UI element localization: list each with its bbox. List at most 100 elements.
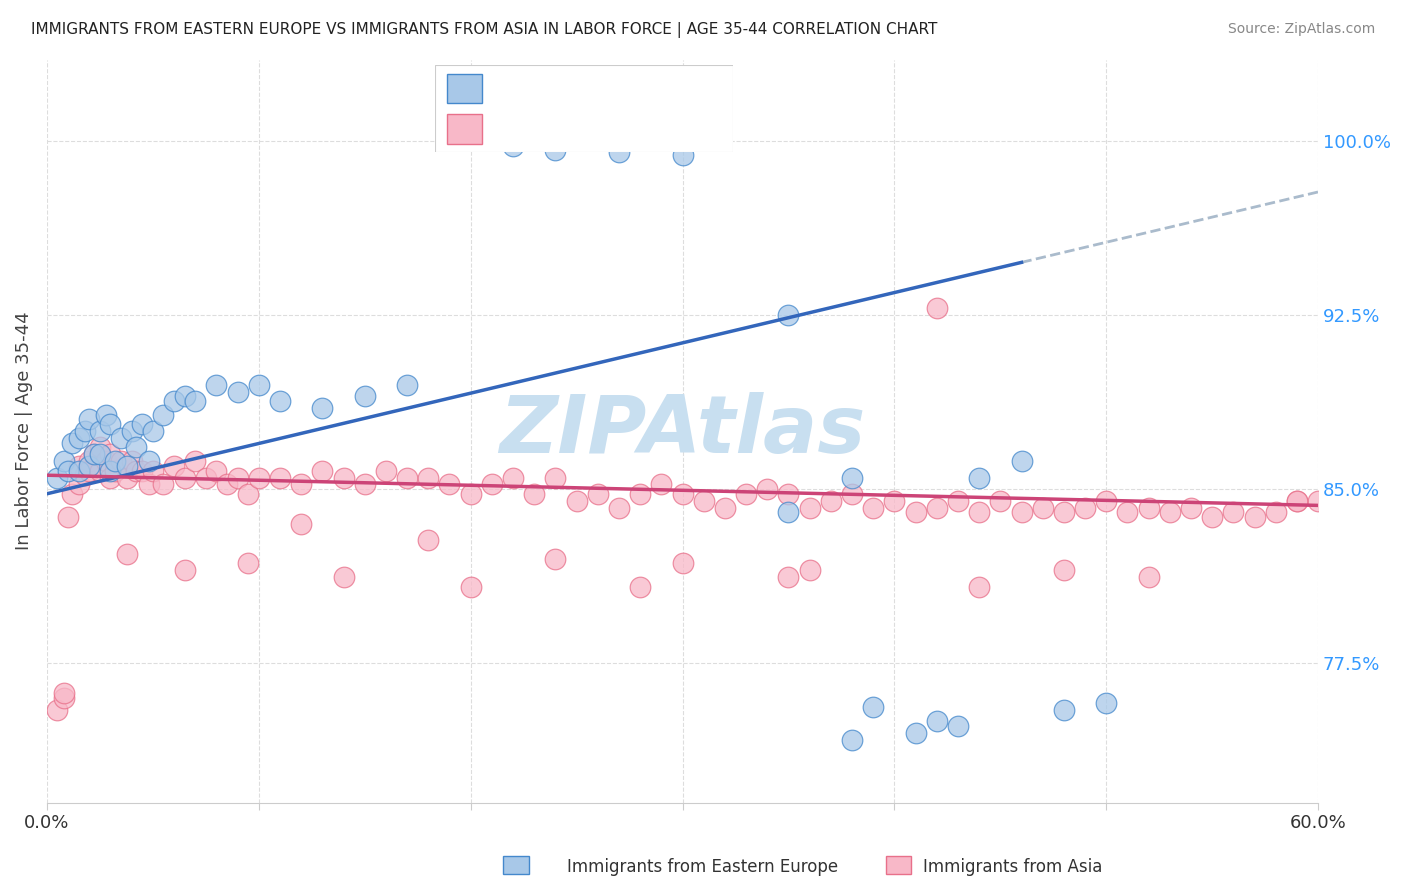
Point	[332, 470, 354, 484]
Point	[142, 424, 165, 438]
Point	[83, 447, 105, 461]
Point	[460, 487, 482, 501]
Point	[121, 454, 143, 468]
Point	[1053, 563, 1076, 577]
Point	[735, 487, 758, 501]
Point	[184, 454, 207, 468]
Point	[96, 408, 118, 422]
Point	[967, 505, 990, 519]
Point	[117, 458, 139, 473]
Point	[1011, 505, 1033, 519]
Point	[967, 470, 990, 484]
Point	[778, 487, 800, 501]
Point	[1095, 696, 1118, 710]
Point	[89, 464, 111, 478]
Point	[904, 505, 927, 519]
Point	[290, 516, 312, 531]
Point	[173, 389, 195, 403]
Point	[439, 477, 461, 491]
Point	[163, 458, 186, 473]
Point	[194, 470, 217, 484]
Point	[1074, 500, 1097, 515]
Point	[104, 464, 127, 478]
Point	[60, 435, 83, 450]
Point	[799, 563, 821, 577]
FancyBboxPatch shape	[503, 856, 529, 874]
Point	[247, 470, 270, 484]
Point	[238, 487, 260, 501]
Point	[1243, 510, 1265, 524]
Point	[1137, 500, 1160, 515]
Point	[83, 447, 105, 461]
Point	[290, 477, 312, 491]
Point	[117, 547, 139, 561]
Point	[883, 493, 905, 508]
Point	[418, 470, 440, 484]
Point	[820, 493, 842, 508]
Point	[396, 377, 419, 392]
Point	[1116, 505, 1139, 519]
Point	[925, 301, 948, 315]
Point	[841, 487, 863, 501]
Point	[607, 500, 630, 515]
Point	[544, 551, 567, 566]
Point	[1011, 454, 1033, 468]
Point	[925, 714, 948, 729]
Point	[52, 454, 75, 468]
Point	[67, 431, 90, 445]
Point	[1285, 493, 1308, 508]
Point	[138, 477, 160, 491]
Point	[544, 470, 567, 484]
Point	[173, 563, 195, 577]
Point	[778, 308, 800, 322]
Point	[862, 500, 884, 515]
Point	[52, 691, 75, 706]
Point	[1180, 500, 1202, 515]
Point	[226, 384, 249, 399]
Point	[628, 487, 651, 501]
Point	[799, 500, 821, 515]
Text: Immigrants from Asia: Immigrants from Asia	[922, 858, 1102, 876]
Text: Source: ZipAtlas.com: Source: ZipAtlas.com	[1227, 22, 1375, 37]
Point	[247, 377, 270, 392]
Point	[152, 408, 174, 422]
Point	[904, 726, 927, 740]
Point	[946, 493, 969, 508]
Point	[756, 482, 779, 496]
Point	[841, 470, 863, 484]
Point	[332, 570, 354, 584]
Point	[77, 458, 100, 473]
Point	[374, 464, 396, 478]
Point	[778, 570, 800, 584]
Point	[73, 424, 96, 438]
Point	[692, 493, 714, 508]
Text: Immigrants from Eastern Europe: Immigrants from Eastern Europe	[568, 858, 838, 876]
Point	[862, 700, 884, 714]
Point	[353, 389, 375, 403]
Point	[523, 487, 546, 501]
Point	[1137, 570, 1160, 584]
Point	[96, 454, 118, 468]
Point	[650, 477, 672, 491]
Point	[946, 719, 969, 733]
Point	[117, 470, 139, 484]
Point	[502, 138, 524, 153]
Point	[238, 557, 260, 571]
Point	[967, 580, 990, 594]
Point	[52, 686, 75, 700]
Point	[110, 431, 132, 445]
Point	[1201, 510, 1223, 524]
Point	[1053, 703, 1076, 717]
Point	[1222, 505, 1244, 519]
Point	[311, 464, 333, 478]
Point	[46, 703, 69, 717]
Point	[1053, 505, 1076, 519]
Point	[131, 417, 153, 431]
Point	[152, 477, 174, 491]
Y-axis label: In Labor Force | Age 35-44: In Labor Force | Age 35-44	[15, 312, 32, 550]
Point	[586, 487, 609, 501]
Point	[1159, 505, 1181, 519]
Point	[502, 470, 524, 484]
Point	[671, 487, 693, 501]
Point	[628, 580, 651, 594]
